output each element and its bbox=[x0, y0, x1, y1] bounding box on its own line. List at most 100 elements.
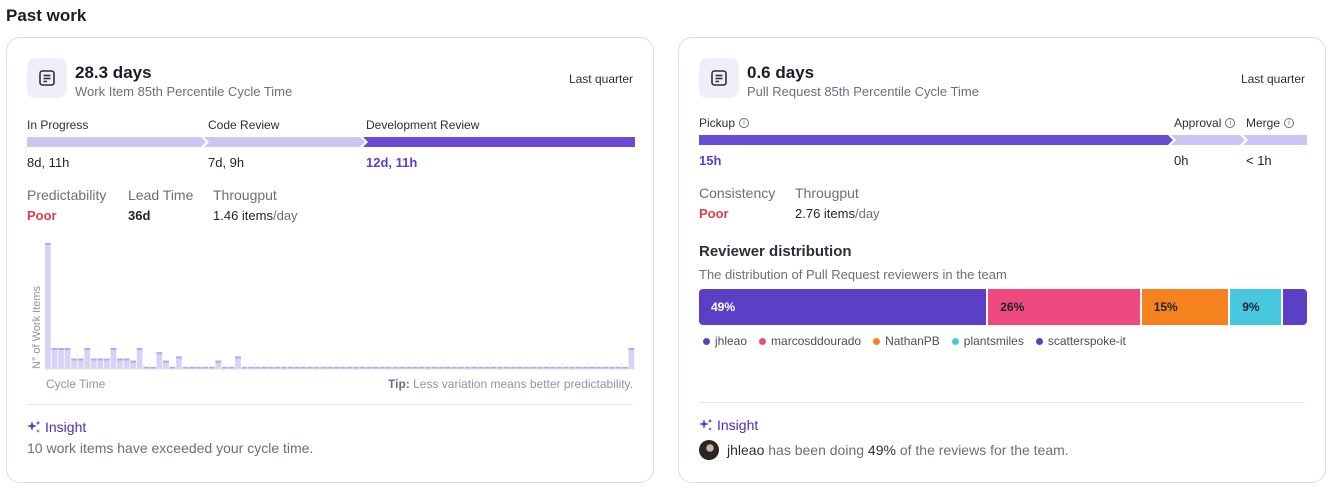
stage-value-code-review: 7d, 9h bbox=[208, 155, 245, 170]
stage-bar-merge[interactable] bbox=[1243, 135, 1307, 145]
insight-text: 10 work items have exceeded your cycle t… bbox=[27, 440, 314, 456]
histogram-bar-cap bbox=[412, 366, 418, 369]
legend-dot-icon bbox=[1035, 337, 1043, 345]
distribution-segment-plantsmiles[interactable]: 9% bbox=[1230, 289, 1282, 325]
histogram-bar-cap bbox=[510, 366, 517, 369]
histogram-bar-cap bbox=[405, 366, 412, 369]
histogram-bar-cap bbox=[615, 366, 622, 369]
histogram-bar-cap bbox=[110, 348, 117, 350]
histogram-bar-cap bbox=[503, 366, 510, 369]
histogram-bar[interactable] bbox=[628, 348, 635, 369]
histogram-bar[interactable] bbox=[176, 356, 182, 369]
histogram-bar-cap bbox=[208, 366, 215, 369]
histogram-bar[interactable] bbox=[117, 358, 123, 370]
histogram-bar[interactable] bbox=[235, 356, 241, 369]
histogram-bar-cap bbox=[438, 366, 445, 369]
period-selector[interactable]: Last quarter bbox=[1240, 72, 1305, 86]
stage-bar-in-progress[interactable] bbox=[27, 137, 206, 147]
histogram-bar[interactable] bbox=[104, 358, 110, 370]
stage-bar-pickup[interactable] bbox=[699, 135, 1173, 145]
histogram-bar-cap bbox=[294, 366, 300, 369]
info-icon[interactable]: i bbox=[1225, 118, 1236, 128]
distribution-segment-marcosddourado[interactable]: 26% bbox=[988, 289, 1140, 325]
histogram-bar[interactable] bbox=[97, 358, 104, 370]
histogram-bar[interactable] bbox=[130, 360, 136, 369]
predictability-label: Predictability bbox=[27, 187, 107, 203]
histogram-bar-cap bbox=[202, 366, 209, 369]
histogram-bar-cap bbox=[169, 366, 176, 369]
histogram-bar[interactable] bbox=[71, 358, 77, 370]
consistency-value: Poor bbox=[699, 206, 729, 221]
throughput-label: Througput bbox=[795, 185, 859, 201]
stage-bar-code-review[interactable] bbox=[204, 137, 365, 147]
distribution-segment-NathanPB[interactable]: 15% bbox=[1141, 289, 1229, 325]
histogram-bar-cap bbox=[589, 366, 595, 369]
histogram-bar[interactable] bbox=[84, 348, 91, 369]
histogram-bar-cap bbox=[517, 366, 523, 369]
histogram-bar-cap bbox=[392, 366, 399, 369]
stage-label-development-review: Development Review bbox=[366, 118, 480, 132]
histogram-bar-cap bbox=[123, 358, 130, 361]
cycle-time-histogram[interactable] bbox=[27, 241, 635, 391]
histogram-bar-cap bbox=[608, 366, 615, 369]
card-header: 0.6 days Pull Request 85th Percentile Cy… bbox=[699, 58, 1305, 100]
legend-label: marcosddourado bbox=[771, 334, 862, 348]
legend-item-NathanPB[interactable]: NathanPB bbox=[873, 334, 940, 348]
histogram-bar-cap bbox=[130, 360, 136, 363]
legend-item-scatterspoke-it[interactable]: scatterspoke-it bbox=[1035, 334, 1126, 348]
period-selector[interactable]: Last quarter bbox=[568, 72, 633, 86]
histogram-bar-cap bbox=[287, 366, 294, 369]
histogram-bar-cap bbox=[307, 366, 313, 369]
insight-user[interactable]: jhleao bbox=[727, 442, 765, 458]
stage-label-merge: Merge i bbox=[1246, 116, 1295, 130]
insight-text-middle: has been doing bbox=[764, 442, 868, 458]
histogram-bar[interactable] bbox=[123, 358, 130, 370]
histogram-bar[interactable] bbox=[110, 348, 117, 369]
legend-item-jhleao[interactable]: jhleao bbox=[703, 334, 747, 348]
histogram-bar[interactable] bbox=[136, 348, 143, 369]
histogram-bar[interactable] bbox=[90, 358, 97, 370]
histogram-bar-cap bbox=[97, 358, 104, 361]
legend-item-marcosddourado[interactable]: marcosddourado bbox=[759, 334, 861, 348]
histogram-bar-cap bbox=[267, 366, 274, 369]
document-icon bbox=[27, 58, 67, 98]
stage-label-code-review: Code Review bbox=[208, 118, 280, 132]
histogram-bar-cap bbox=[90, 358, 97, 361]
distribution-segment-scatterspoke-it[interactable] bbox=[1283, 289, 1307, 325]
histogram-bar-cap bbox=[64, 348, 71, 350]
page-title: Past work bbox=[6, 6, 87, 25]
histogram-bar-cap bbox=[576, 366, 582, 369]
histogram-bar[interactable] bbox=[45, 243, 51, 369]
histogram-bar[interactable] bbox=[58, 348, 64, 369]
histogram-bar-cap bbox=[536, 366, 543, 369]
avatar[interactable] bbox=[699, 440, 719, 460]
histogram-bar-cap bbox=[274, 366, 281, 369]
histogram-bar[interactable] bbox=[163, 360, 169, 369]
stage-value-pickup: 15h bbox=[699, 153, 722, 168]
histogram-bar-cap bbox=[366, 366, 372, 369]
histogram-bar[interactable] bbox=[77, 358, 84, 370]
histogram-bar-cap bbox=[189, 366, 195, 369]
histogram-bar-cap bbox=[418, 366, 425, 369]
legend-item-plantsmiles[interactable]: plantsmiles bbox=[951, 334, 1024, 348]
legend-label: NathanPB bbox=[885, 334, 940, 348]
distribution-segment-jhleao[interactable]: 49% bbox=[699, 289, 987, 325]
histogram-bar-cap bbox=[497, 366, 504, 369]
histogram-bar-cap bbox=[254, 366, 261, 369]
histogram-bar[interactable] bbox=[51, 348, 58, 369]
info-icon[interactable]: i bbox=[739, 118, 750, 128]
histogram-bar[interactable] bbox=[156, 352, 163, 369]
card-header: 28.3 days Work Item 85th Percentile Cycl… bbox=[27, 58, 633, 100]
histogram-bar-cap bbox=[117, 358, 123, 361]
stage-bar-approval[interactable] bbox=[1171, 135, 1245, 145]
histogram-bar-cap bbox=[248, 366, 254, 369]
histogram-bar-cap bbox=[484, 366, 490, 369]
histogram-bar-cap bbox=[176, 356, 182, 359]
histogram-bar[interactable] bbox=[64, 348, 71, 369]
consistency-label: Consistency bbox=[699, 185, 776, 201]
legend-label: jhleao bbox=[715, 334, 748, 348]
stage-bar-development-review[interactable] bbox=[363, 137, 635, 147]
info-icon[interactable]: i bbox=[1284, 118, 1295, 128]
histogram-bar[interactable] bbox=[215, 360, 222, 369]
throughput-unit: /day bbox=[854, 206, 880, 221]
